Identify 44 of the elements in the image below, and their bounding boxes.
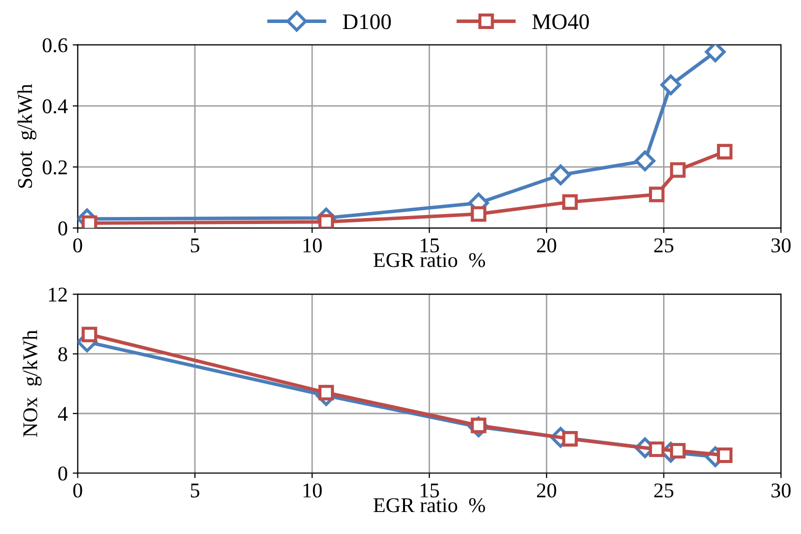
y-tick-label: 12 <box>48 288 67 302</box>
y-axis-title: NOx g/kWh <box>22 330 42 437</box>
point <box>704 44 726 62</box>
point <box>660 74 682 96</box>
point <box>634 150 656 172</box>
point <box>670 162 686 178</box>
x-tick-label: 25 <box>654 484 674 498</box>
point <box>562 431 578 447</box>
x-tick-label: 30 <box>772 238 791 252</box>
y-tick-label: 8 <box>58 347 68 362</box>
point <box>648 441 665 458</box>
y-tick-label: 0.6 <box>42 38 68 52</box>
y-tick-label: 4 <box>58 407 68 421</box>
point <box>670 442 686 459</box>
x-tick-label: 30 <box>772 483 791 498</box>
x-tick-label: 0 <box>73 483 82 498</box>
y-tick-label: 0 <box>58 466 68 481</box>
point <box>470 206 486 222</box>
x-tick-label: 5 <box>190 238 200 252</box>
point <box>82 326 98 342</box>
point <box>648 186 665 202</box>
x-tick-label: 10 <box>304 238 322 252</box>
point <box>716 447 732 464</box>
point <box>716 144 732 160</box>
point <box>318 214 334 228</box>
point <box>562 194 578 210</box>
y-tick-label: 0.4 <box>42 99 68 114</box>
legend-label: D100 <box>342 14 391 30</box>
x-tick-label: 0 <box>73 238 82 252</box>
x-tick-label: 25 <box>654 238 674 252</box>
x-tick-label: 5 <box>190 484 200 498</box>
point <box>82 215 98 228</box>
point <box>550 164 571 186</box>
y-tick-label: 0 <box>58 221 68 236</box>
legend-label: MO40 <box>532 14 589 30</box>
x-tick-label: 10 <box>304 483 322 498</box>
y-axis-title: Soot g/kWh <box>17 84 36 188</box>
x-tick-label: 20 <box>537 238 556 252</box>
x-axis-title: EGR ratio % <box>374 498 486 512</box>
y-tick-label: 0.2 <box>42 160 67 174</box>
x-axis-title: EGR ratio % <box>374 253 486 268</box>
x-tick-label: 20 <box>537 483 556 498</box>
x-tick-label: 15 <box>420 484 439 498</box>
x-tick-label: 15 <box>420 238 439 252</box>
